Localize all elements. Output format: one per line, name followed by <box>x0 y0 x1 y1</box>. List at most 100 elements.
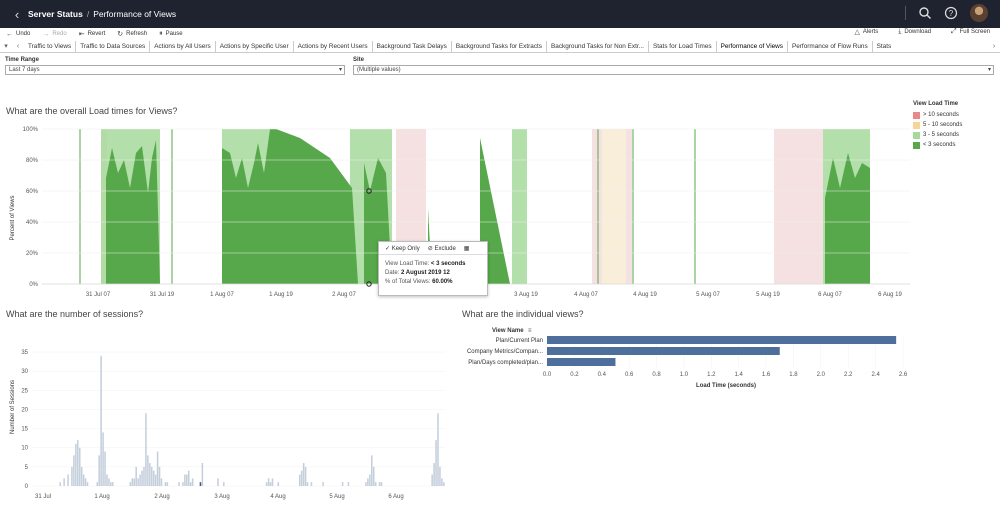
area-under-3-seconds[interactable] <box>222 129 358 284</box>
session-bar[interactable] <box>187 470 190 486</box>
session-bar[interactable] <box>347 482 350 486</box>
session-bar[interactable] <box>378 482 381 486</box>
view-data-icon[interactable]: ▦ <box>463 245 470 252</box>
session-bar[interactable] <box>147 455 149 486</box>
session-bar[interactable] <box>365 482 367 486</box>
views-chart[interactable]: View Name ≡ Plan/Current Plan Company Met… <box>455 322 915 397</box>
session-bar[interactable] <box>223 482 225 486</box>
session-bar[interactable] <box>437 413 439 486</box>
session-bar[interactable] <box>369 474 371 486</box>
session-bar[interactable] <box>145 413 147 486</box>
session-bar[interactable] <box>98 455 100 486</box>
search-icon[interactable] <box>918 6 932 20</box>
session-bar[interactable] <box>441 478 443 486</box>
sort-icon[interactable]: ≡ <box>528 328 532 334</box>
session-bar[interactable] <box>75 443 77 486</box>
session-bar[interactable] <box>201 463 204 486</box>
tab-actions-by-specific-user[interactable]: Actions by Specific User <box>216 40 294 52</box>
legend-item-5-10[interactable]: 5 - 10 seconds <box>913 120 962 130</box>
tab-performance-of-flow-runs[interactable]: Performance of Flow Runs <box>788 40 873 52</box>
session-bar[interactable] <box>86 482 89 486</box>
session-bar[interactable] <box>102 432 104 486</box>
view-load-bar[interactable] <box>547 358 616 366</box>
session-bar[interactable] <box>135 466 137 486</box>
sessions-chart[interactable]: Number of Sessions 35 30 25 20 15 10 5 0 31 Jul… <box>0 322 450 507</box>
tab-scroll-right-icon[interactable]: › <box>992 42 996 50</box>
session-bar[interactable] <box>108 478 110 486</box>
session-bar[interactable] <box>82 474 85 486</box>
session-bar[interactable] <box>160 478 163 486</box>
session-bar[interactable] <box>380 482 383 486</box>
session-bar[interactable] <box>277 482 280 486</box>
session-bar[interactable] <box>186 474 188 486</box>
redo-button[interactable]: → Redo <box>42 31 66 38</box>
keep-only-button[interactable]: ✓ Keep Only <box>385 245 420 252</box>
area-under-3-seconds[interactable] <box>825 153 870 284</box>
tab-scroll-down-icon[interactable]: ▾ <box>4 43 8 50</box>
session-bar[interactable] <box>78 447 81 486</box>
session-bar[interactable] <box>76 440 79 486</box>
tab-scroll-left-icon[interactable]: ‹ <box>16 42 20 50</box>
session-bar[interactable] <box>435 440 437 486</box>
user-avatar[interactable] <box>970 4 988 22</box>
session-bar[interactable] <box>137 478 139 486</box>
site-dropdown[interactable]: (Multiple values) ▾ <box>353 65 994 75</box>
session-bar[interactable] <box>139 474 141 486</box>
session-bar[interactable] <box>143 466 145 486</box>
session-bar[interactable] <box>110 482 112 486</box>
fullscreen-button[interactable]: ⤢ Full Screen <box>951 28 990 36</box>
refresh-button[interactable]: ↻ Refresh <box>117 30 147 38</box>
view-name-label[interactable]: Company Metrics/Compan... <box>467 349 543 355</box>
session-bar[interactable] <box>80 466 83 486</box>
pause-button[interactable]: ⏸ Pause <box>159 30 183 38</box>
session-bar[interactable] <box>164 482 167 486</box>
area-3-5-seconds[interactable] <box>512 129 527 284</box>
view-name-label[interactable]: Plan/Current Plan <box>496 338 543 344</box>
legend-item-under-3[interactable]: < 3 seconds <box>913 140 962 150</box>
session-bar[interactable] <box>189 482 192 486</box>
session-bar[interactable] <box>372 466 375 486</box>
session-bar[interactable] <box>67 474 69 486</box>
alerts-button[interactable]: △ Alerts <box>855 28 879 36</box>
session-bar[interactable] <box>269 482 272 486</box>
area-under-3-seconds[interactable] <box>106 140 160 284</box>
session-bar[interactable] <box>59 482 62 486</box>
session-bar[interactable] <box>322 482 324 486</box>
session-bar[interactable] <box>73 455 75 486</box>
legend-item-3-5[interactable]: 3 - 5 seconds <box>913 130 962 140</box>
session-bar[interactable] <box>184 474 186 486</box>
session-bar[interactable] <box>302 463 305 486</box>
session-bar[interactable] <box>431 474 433 486</box>
tab-stats[interactable]: Stats <box>876 42 892 50</box>
session-bar[interactable] <box>374 482 377 486</box>
tab-background-task-delays[interactable]: Background Task Delays <box>373 40 452 52</box>
session-bar[interactable] <box>166 482 169 486</box>
session-bar[interactable] <box>433 463 435 486</box>
session-bar[interactable] <box>150 466 153 486</box>
tab-background-tasks-non-extracts[interactable]: Background Tasks for Non Extr... <box>547 40 649 52</box>
revert-button[interactable]: ⇤ Revert <box>79 30 106 38</box>
session-bar[interactable] <box>341 482 344 486</box>
session-bar[interactable] <box>300 470 303 486</box>
session-bar[interactable] <box>154 474 157 486</box>
session-bar[interactable] <box>439 466 441 486</box>
session-bar[interactable] <box>267 478 270 486</box>
session-bar[interactable] <box>265 482 268 486</box>
session-bar[interactable] <box>131 478 134 486</box>
session-bar[interactable] <box>178 482 180 486</box>
session-bar[interactable] <box>106 474 108 486</box>
view-name-label[interactable]: Plan/Days completed/plan... <box>468 360 543 366</box>
session-bar[interactable] <box>298 474 301 486</box>
session-bar[interactable] <box>63 478 65 486</box>
session-bar[interactable] <box>71 466 73 486</box>
session-bar[interactable] <box>96 482 99 486</box>
session-bar[interactable] <box>443 482 445 486</box>
session-bar[interactable] <box>149 463 151 486</box>
tab-actions-by-all-users[interactable]: Actions by All Users <box>150 40 216 52</box>
undo-button[interactable]: ← Undo <box>6 31 30 38</box>
session-bar[interactable] <box>141 470 143 486</box>
exclude-button[interactable]: ⊘ Exclude <box>428 245 456 252</box>
session-bar[interactable] <box>367 478 369 486</box>
session-bar[interactable] <box>217 478 219 486</box>
tab-traffic-to-views[interactable]: Traffic to Views <box>24 40 77 52</box>
